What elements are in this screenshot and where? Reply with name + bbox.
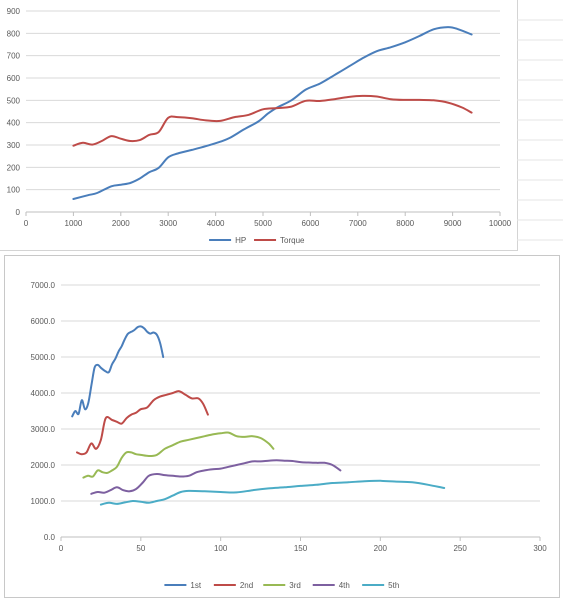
y-tick-label: 500: [7, 96, 21, 105]
x-tick-label: 9000: [444, 219, 462, 228]
y-tick-label: 400: [7, 119, 21, 128]
x-tick-label: 3000: [159, 219, 177, 228]
spreadsheet-gridlines: [517, 0, 563, 250]
legend-label: 4th: [339, 581, 350, 590]
x-tick-label: 50: [136, 544, 145, 553]
series-line-2nd: [76, 390, 209, 456]
x-tick-label: 150: [294, 544, 308, 553]
x-tick-label: 300: [533, 544, 547, 553]
gear-speed-chart: 0.0 1000.0 2000.0 3000.0 4000.0 5000.0 6000.0 7…: [31, 281, 548, 590]
series-line-1st: [71, 325, 165, 418]
y-tick-label: 200: [7, 163, 21, 172]
y-tick-label: 800: [7, 29, 21, 38]
y-tick-label: 1000.0: [31, 497, 56, 506]
hp-torque-chart-panel: 0 100 200 300 400 500 600 700 800 900 0 1000 2000 300…: [0, 0, 518, 251]
y-tick-label: 3000.0: [31, 425, 56, 434]
series-line-hp: [72, 26, 473, 200]
x-tick-label: 100: [214, 544, 228, 553]
y-tick-label: 700: [7, 52, 21, 61]
x-tick-label: 1000: [65, 219, 83, 228]
x-tick-label: 0: [59, 544, 64, 553]
series-line-3rd: [82, 431, 275, 479]
y-tick-label: 4000.0: [31, 389, 56, 398]
y-tick-label: 600: [7, 74, 21, 83]
legend-label: HP: [235, 236, 246, 245]
x-tick-label: 10000: [489, 219, 512, 228]
y-tick-label: 7000.0: [31, 281, 56, 290]
x-tick-label: 200: [374, 544, 388, 553]
x-tick-label: 7000: [349, 219, 367, 228]
legend-label: 5th: [388, 581, 399, 590]
y-tick-label: 100: [7, 186, 21, 195]
legend-label: 3rd: [289, 581, 301, 590]
series-line-torque: [72, 94, 473, 147]
y-tick-label: 300: [7, 141, 21, 150]
y-tick-label: 5000.0: [31, 353, 56, 362]
legend-label: Torque: [280, 236, 305, 245]
x-tick-label: 4000: [207, 219, 225, 228]
legend-label: 1st: [190, 581, 201, 590]
series-line-5th: [99, 479, 446, 506]
x-tick-label: 250: [453, 544, 467, 553]
x-tick-label: 2000: [112, 219, 130, 228]
x-tick-label: 5000: [254, 219, 272, 228]
x-tick-label: 8000: [396, 219, 414, 228]
legend-label: 2nd: [240, 581, 253, 590]
x-tick-label: 0: [24, 219, 29, 228]
x-tick-label: 6000: [302, 219, 320, 228]
y-tick-label: 0: [16, 208, 21, 217]
y-tick-label: 2000.0: [31, 461, 56, 470]
y-tick-label: 6000.0: [31, 317, 56, 326]
gear-speed-chart-panel: 0.0 1000.0 2000.0 3000.0 4000.0 5000.0 6000.0 7…: [4, 255, 560, 598]
y-tick-label: 900: [7, 7, 21, 16]
series-line-4th: [90, 459, 342, 495]
y-tick-label: 0.0: [44, 533, 56, 542]
